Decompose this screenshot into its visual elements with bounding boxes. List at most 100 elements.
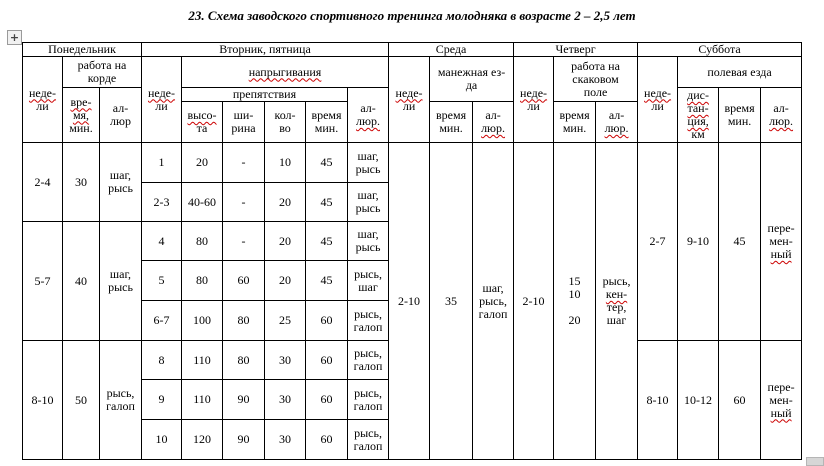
cell-tue-time: 45 [305,260,348,301]
cell-tue-width: 90 [222,379,265,420]
cell-tue-time: 60 [305,379,348,420]
day-header-wednesday: Среда [388,42,515,57]
cell-sat-time: 60 [718,340,762,460]
cell-tue-height: 20 [181,142,223,183]
cell-tue-count: 20 [264,221,306,261]
header-tue-obstacles: препятствия [181,87,348,102]
height-label: высо- [187,108,217,122]
weeks-label: неде- [28,85,57,100]
training-schedule-table: Понедельник Вторник, пятница Среда Четве… [22,42,803,460]
weeks-label: ли [402,98,416,113]
cell-tue-gait: шаг, рысь [346,182,390,222]
gait-value: ный [770,247,792,261]
cell-tue-gait: рысь, галоп [346,379,390,420]
header-obstacle-count: кол- во [264,101,306,143]
cell-tue-count: 30 [264,340,306,380]
cell-wed-gait: шаг, рысь, галоп [472,142,515,460]
header-wed-gait: ал- люр. [472,101,515,143]
header-tue-time: время мин. [305,101,348,143]
header-thu-gait: ал- люр. [595,101,639,143]
cell-tue-height: 110 [181,340,223,380]
distance-label: км [691,127,705,141]
cell-tue-height: 80 [181,221,223,261]
gait-value: мен- [769,234,793,248]
cell-tue-time: 45 [305,182,348,222]
time-label: вре- [70,94,92,109]
weeks-label: ли [155,98,168,113]
cell-tue-width: 90 [222,419,265,460]
page-title: 23. Схема заводского спортивного тренинг… [188,8,636,23]
cell-tue-count: 20 [264,260,306,301]
header-sat-section: полевая езда [677,56,803,88]
header-sat-weeks: неде- ли [637,56,679,143]
gait-value: ный [770,405,792,420]
header-mon-weeks: неде- ли [22,56,63,143]
cell-tue-weeks: 1 [141,142,182,183]
cell-tue-weeks: 6-7 [141,300,182,341]
cell-tue-gait: шаг, рысь [346,221,390,261]
distance-label: тан- [687,101,709,115]
header-wed-section: манежная ез- да [429,56,515,102]
cell-mon-time: 50 [62,340,100,460]
table-move-handle[interactable]: + [7,30,22,45]
day-header-thursday: Четверг [513,42,639,57]
weeks-label: неде- [395,85,423,100]
cell-sat-distance: 9-10 [677,142,720,341]
cell-tue-height: 40-60 [181,182,223,222]
day-header-monday: Понедельник [22,42,142,57]
header-tue-weeks: неде- ли [141,56,182,143]
gait-label: люр. [481,121,506,135]
cell-wed-weeks: 2-10 [388,142,431,460]
header-wed-time: время мин. [429,101,474,143]
gait-value: шаг [606,313,627,327]
cell-thu-gait: рысь, кен- тер, шаг [595,142,639,460]
cell-mon-gait: шаг, рысь [99,142,142,222]
gait-label: ал- [773,101,789,115]
cell-tue-height: 120 [181,419,223,460]
gait-value: пере- [767,379,795,394]
cell-tue-width: 80 [222,300,265,341]
cell-sat-gait: пере- мен- ный [760,142,803,341]
cell-thu-weeks: 2-10 [513,142,555,460]
cell-tue-height: 110 [181,379,223,420]
cell-tue-time: 45 [305,142,348,183]
cell-sat-time: 45 [718,142,762,341]
distance-label: дис- [687,88,709,102]
cell-tue-weeks: 2-3 [141,182,182,222]
gait-label: люр. [769,114,794,128]
gait-label: люр. [604,121,629,135]
move-handle-icon: + [9,31,20,44]
cell-wed-time: 35 [429,142,474,460]
day-header-tuesday-friday: Вторник, пятница [140,42,390,57]
cell-tue-weeks: 5 [141,260,182,301]
cell-tue-time: 60 [305,419,348,460]
weeks-label: неде- [644,85,672,100]
gait-label: люр. [356,114,380,128]
scrollbar-corner[interactable] [806,457,824,466]
cell-mon-weeks: 8-10 [22,340,63,460]
header-tue-jumping: напрыгивания [180,56,390,88]
cell-tue-count: 30 [264,379,306,420]
header-obstacle-height: высо- та [181,101,223,143]
cell-sat-weeks: 2-7 [637,142,679,341]
cell-tue-width: 60 [222,260,265,301]
gait-value: тер, [606,300,627,314]
gait-value: рысь, [602,274,631,288]
cell-tue-height: 100 [181,300,223,341]
gait-value: пере- [767,221,795,235]
gait-value: мен- [769,392,793,407]
header-mon-time: вре- мя, мин. [62,87,100,143]
cell-sat-distance: 10-12 [677,340,720,460]
header-thu-weeks: неде- ли [513,56,555,143]
cell-tue-weeks: 10 [141,419,182,460]
cell-tue-width: - [222,142,265,183]
cell-tue-count: 25 [264,300,306,341]
time-label: мя, [72,107,90,122]
cell-tue-weeks: 8 [141,340,182,380]
cell-tue-width: - [222,182,265,222]
cell-mon-gait: шаг, рысь [99,221,142,341]
cell-tue-count: 20 [264,182,306,222]
cell-tue-gait: рысь, галоп [346,340,390,380]
header-wed-weeks: неде- ли [388,56,431,143]
weeks-label: ли [36,98,49,113]
